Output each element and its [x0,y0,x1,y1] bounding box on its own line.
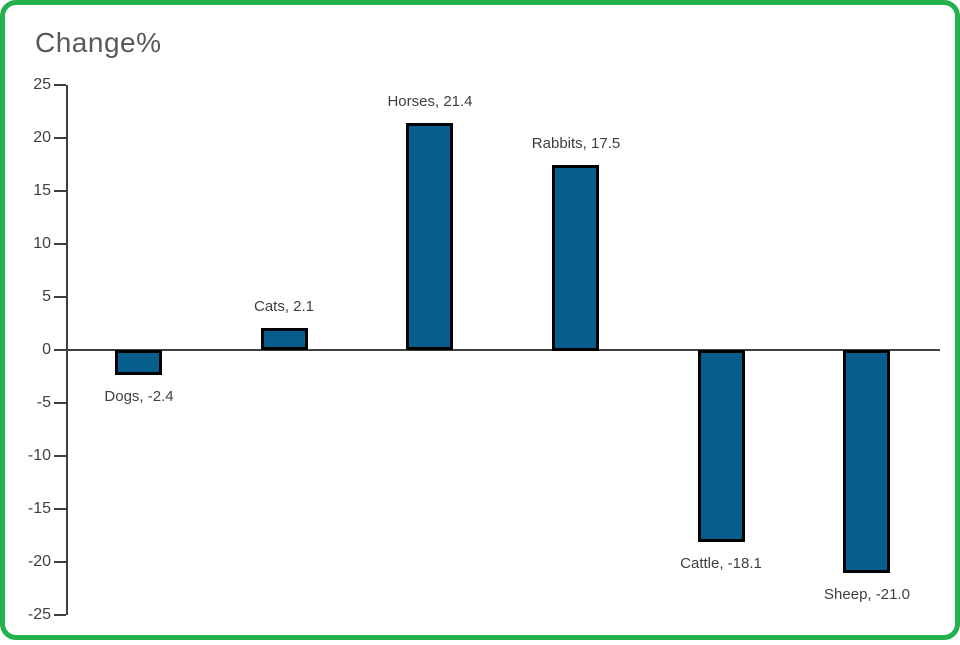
y-axis-tick [54,561,66,563]
y-axis-tick [54,296,66,298]
y-axis-tick-label: -5 [36,394,51,411]
bar-label-horses: Horses, 21.4 [387,93,473,110]
plot-area: 25 20 15 10 5 0 -5 -10 -15 -20 -25 Dogs, -2.4 Cats, … [5,5,960,645]
y-axis-tick-label: 5 [42,288,51,305]
y-axis-tick-label: -20 [27,553,51,570]
y-axis-tick-label: 0 [42,341,51,358]
y-axis-tick [54,402,66,404]
y-axis-tick-label: 25 [33,76,51,93]
chart-title: Change% [35,27,162,58]
bar-sheep [843,350,890,573]
bar-label-dogs: Dogs, -2.4 [104,388,174,405]
y-axis-tick-label: -10 [27,447,51,464]
y-axis-tick [54,84,66,86]
bar-label-rabbits: Rabbits, 17.5 [531,135,621,152]
y-axis-tick [54,349,66,351]
y-axis-tick-label: 10 [33,235,51,252]
bar-cats [261,328,308,350]
y-axis-tick [54,508,66,510]
y-axis-tick-label: 15 [33,182,51,199]
y-axis-tick-label: 20 [33,129,51,146]
y-axis-line [66,85,68,615]
bar-horses [406,123,453,350]
zero-baseline [66,349,940,351]
bar-rabbits [552,165,599,351]
y-axis-tick [54,137,66,139]
bar-label-sheep: Sheep, -21.0 [824,586,910,603]
y-axis-tick [54,614,66,616]
y-axis-tick [54,243,66,245]
y-axis-tick [54,190,66,192]
bar-label-cattle: Cattle, -18.1 [680,555,762,572]
y-axis-tick-label: -15 [27,500,51,517]
bar-label-cats: Cats, 2.1 [253,298,315,315]
y-axis-tick [54,455,66,457]
bar-dogs [115,350,162,375]
bar-cattle [698,350,745,542]
y-axis-tick-label: -25 [27,606,51,623]
